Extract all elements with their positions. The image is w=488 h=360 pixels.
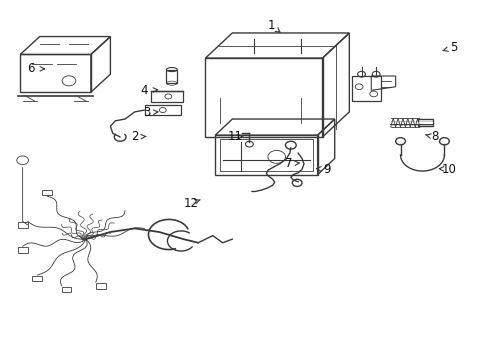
Bar xyxy=(18,222,27,228)
Bar xyxy=(42,190,52,195)
Text: 9: 9 xyxy=(323,163,330,176)
Text: 1: 1 xyxy=(267,19,275,32)
Bar xyxy=(96,283,105,289)
Bar xyxy=(61,287,71,292)
Text: 4: 4 xyxy=(141,84,148,97)
Text: 3: 3 xyxy=(143,106,150,119)
Text: 10: 10 xyxy=(441,163,456,176)
Text: 6: 6 xyxy=(27,62,35,75)
Text: 8: 8 xyxy=(430,130,437,144)
Bar xyxy=(32,276,42,282)
Text: 2: 2 xyxy=(131,130,138,144)
Bar xyxy=(166,69,177,83)
Text: 5: 5 xyxy=(449,41,457,54)
Text: 12: 12 xyxy=(183,197,198,210)
Text: 11: 11 xyxy=(227,130,242,144)
Bar xyxy=(18,247,27,253)
Text: 7: 7 xyxy=(284,157,291,170)
Bar xyxy=(417,120,432,126)
